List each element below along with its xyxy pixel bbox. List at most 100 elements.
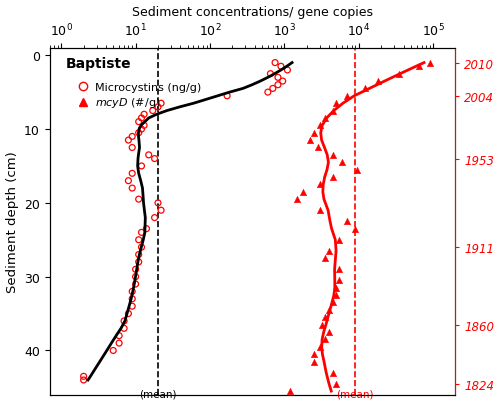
Point [415, 64, 423, 70]
Point [140, 112, 148, 118]
Point [124, 138, 132, 144]
Point [264, 90, 272, 96]
Point [138, 126, 145, 133]
Point [316, 182, 324, 188]
Point [316, 344, 324, 350]
Point [294, 196, 302, 203]
Point [124, 178, 132, 185]
Point [142, 226, 150, 232]
Text: (mean): (mean) [139, 389, 176, 399]
Point [336, 237, 344, 243]
Y-axis label: Sediment depth (cm): Sediment depth (cm) [6, 151, 18, 292]
Point [374, 79, 382, 85]
Point [338, 160, 346, 166]
Point [144, 152, 152, 159]
Point [266, 71, 274, 78]
Point [318, 322, 326, 328]
Point [138, 163, 145, 170]
Point [360, 86, 368, 92]
Point [223, 93, 231, 100]
Point [343, 219, 351, 225]
Point [115, 340, 123, 347]
Point [134, 237, 142, 243]
Point [138, 230, 145, 236]
Point [140, 123, 148, 129]
Point [286, 388, 294, 394]
Point [352, 226, 360, 232]
Point [274, 82, 282, 89]
Point [148, 108, 156, 115]
Point [157, 101, 165, 107]
Point [316, 123, 324, 129]
Point [109, 347, 117, 354]
Point [426, 60, 434, 67]
Point [80, 373, 88, 379]
Point [157, 207, 165, 214]
Point [134, 130, 142, 136]
Point [314, 145, 322, 151]
Point [332, 101, 340, 107]
Point [120, 318, 128, 324]
Point [329, 369, 337, 376]
Point [128, 303, 136, 310]
Point [336, 277, 344, 284]
Point [128, 145, 136, 151]
Point [284, 68, 292, 74]
Point [329, 300, 337, 306]
X-axis label: Sediment concentrations/ gene copies: Sediment concentrations/ gene copies [132, 6, 373, 19]
Point [128, 171, 136, 177]
Point [321, 336, 329, 343]
Point [138, 115, 145, 122]
Point [150, 156, 158, 162]
Point [271, 60, 279, 67]
Point [325, 307, 333, 313]
Point [154, 104, 162, 111]
Point [321, 115, 329, 122]
Point [115, 333, 123, 339]
Text: (mean): (mean) [336, 389, 374, 399]
Point [274, 75, 282, 81]
Point [300, 189, 308, 196]
Point [316, 207, 324, 214]
Point [128, 185, 136, 192]
Point [278, 79, 286, 85]
Point [353, 167, 361, 173]
Point [325, 248, 333, 254]
Point [325, 329, 333, 335]
Point [120, 325, 128, 332]
Point [128, 134, 136, 140]
Point [329, 152, 337, 159]
Point [310, 130, 318, 136]
Point [310, 358, 318, 365]
Point [336, 266, 344, 273]
Point [332, 292, 340, 298]
Point [132, 281, 140, 288]
Point [332, 381, 340, 387]
Point [321, 255, 329, 262]
Point [321, 314, 329, 321]
Point [128, 296, 136, 302]
Point [124, 311, 132, 317]
Point [80, 377, 88, 383]
Point [134, 119, 142, 126]
Point [269, 86, 277, 92]
Point [132, 266, 140, 273]
Point [329, 174, 337, 181]
Point [128, 288, 136, 295]
Legend: Microcystins (ng/g), $\mathit{mcyD}$ (#/g): Microcystins (ng/g), $\mathit{mcyD}$ (#/… [72, 79, 206, 115]
Point [134, 252, 142, 258]
Point [306, 138, 314, 144]
Point [138, 244, 145, 251]
Point [150, 215, 158, 221]
Point [134, 196, 142, 203]
Point [132, 274, 140, 280]
Point [134, 259, 142, 266]
Point [395, 71, 403, 78]
Point [310, 351, 318, 358]
Point [329, 108, 337, 115]
Point [343, 93, 351, 100]
Point [332, 285, 340, 291]
Point [154, 200, 162, 207]
Text: Baptiste: Baptiste [66, 58, 132, 71]
Point [277, 64, 285, 70]
